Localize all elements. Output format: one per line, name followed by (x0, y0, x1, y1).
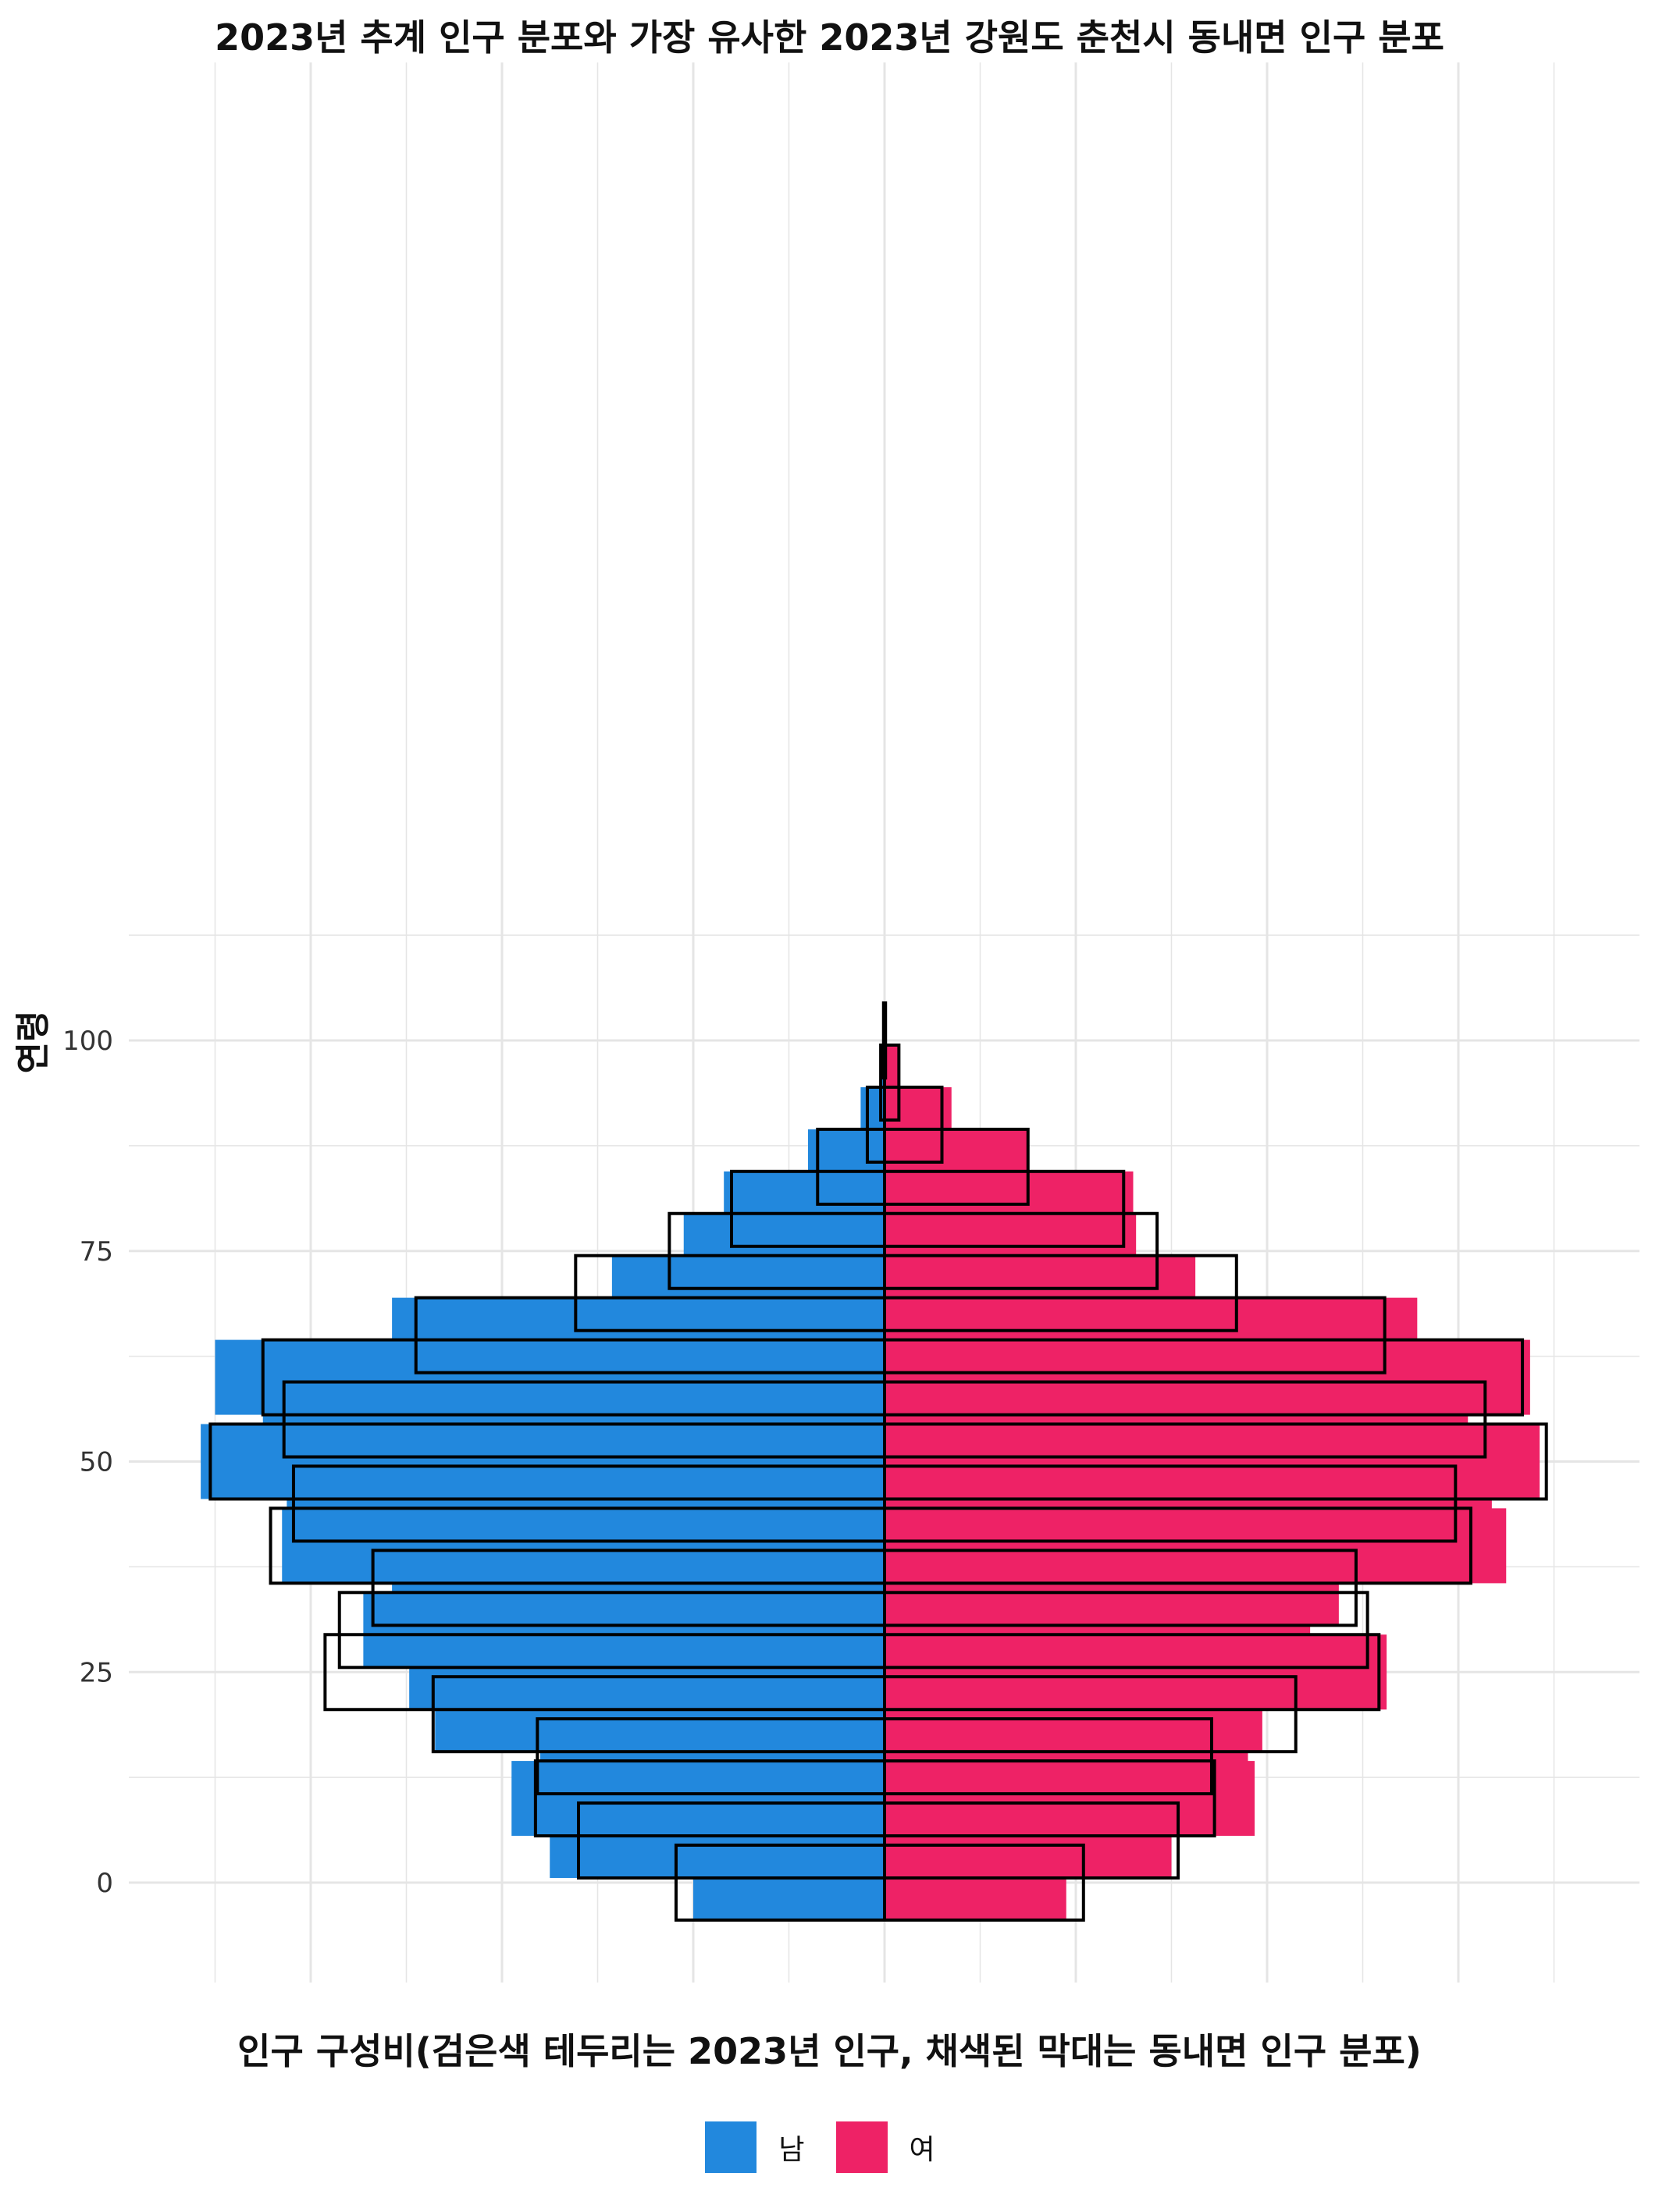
outline-female-age-95 (883, 1043, 901, 1122)
outline-female-age-35 (883, 1549, 1358, 1627)
legend-label-female: 여 (909, 2134, 935, 2166)
outline-female-age-30 (883, 1591, 1369, 1670)
outline-female-age-45 (883, 1464, 1458, 1543)
outline-female-age-75 (883, 1211, 1159, 1290)
y-tick-label: 75 (80, 1236, 113, 1268)
legend-item-female: 여 (835, 2121, 954, 2173)
outline-female-age-5 (883, 1801, 1180, 1880)
y-tick-label: 25 (80, 1657, 113, 1688)
outline-female-age-60 (883, 1338, 1525, 1417)
outline-female-age-40 (883, 1506, 1472, 1585)
y-tick-label: 100 (62, 1026, 113, 1057)
outline-female-age-80 (883, 1169, 1126, 1248)
outline-female-age-25 (883, 1633, 1381, 1712)
legend-item-male: 남 (705, 2121, 823, 2173)
pyramid-chart: 0 25 50 75 100 (62, 62, 1639, 1983)
y-tick-label: 50 (80, 1447, 113, 1478)
y-tick-labels: 0 25 50 75 100 (62, 1026, 113, 1899)
outline-bars (208, 1001, 1548, 1922)
legend-key-female (835, 2121, 888, 2173)
filled-bars (201, 1044, 1540, 1920)
outline-female-age-20 (883, 1675, 1298, 1754)
legend-key-male (705, 2121, 757, 2173)
outline-female-age-0 (883, 1844, 1085, 1922)
outline-female-age-55 (883, 1380, 1487, 1459)
y-tick-label: 0 (96, 1868, 113, 1899)
bar-female-age-95 (885, 1044, 899, 1120)
legend: 남 여 (0, 2121, 1659, 2173)
outline-female-age-10 (883, 1759, 1216, 1838)
outline-female-age-70 (883, 1254, 1238, 1332)
outline-female-age-65 (883, 1296, 1387, 1374)
chart-title: 2023년 추계 인구 분포와 가장 유사한 2023년 강원도 춘천시 동내면… (215, 16, 1444, 59)
legend-label-male: 남 (778, 2134, 805, 2166)
x-axis-label: 인구 구성비(검은색 테두리는 2023년 인구, 채색된 막대는 동내면 인구… (237, 2030, 1422, 2072)
outline-female-age-85 (883, 1127, 1030, 1206)
outline-female-age-15 (883, 1717, 1213, 1796)
outline-female-age-90 (883, 1085, 944, 1164)
outline-female-age-50 (883, 1422, 1548, 1501)
